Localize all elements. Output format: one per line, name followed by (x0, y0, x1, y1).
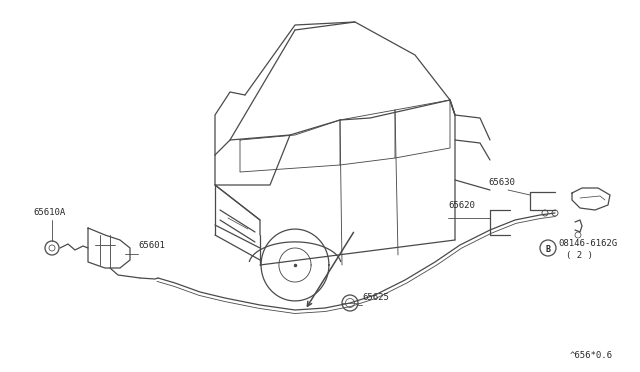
Text: 65620: 65620 (448, 201, 475, 210)
Text: 65610A: 65610A (33, 208, 65, 217)
Text: 65601: 65601 (138, 241, 165, 250)
Text: 65625: 65625 (362, 293, 389, 302)
Text: 65630: 65630 (488, 178, 515, 187)
Text: B: B (545, 244, 550, 253)
Text: ^656*0.6: ^656*0.6 (570, 351, 613, 360)
Text: ( 2 ): ( 2 ) (566, 251, 593, 260)
Text: 08146-6162G: 08146-6162G (558, 239, 617, 248)
